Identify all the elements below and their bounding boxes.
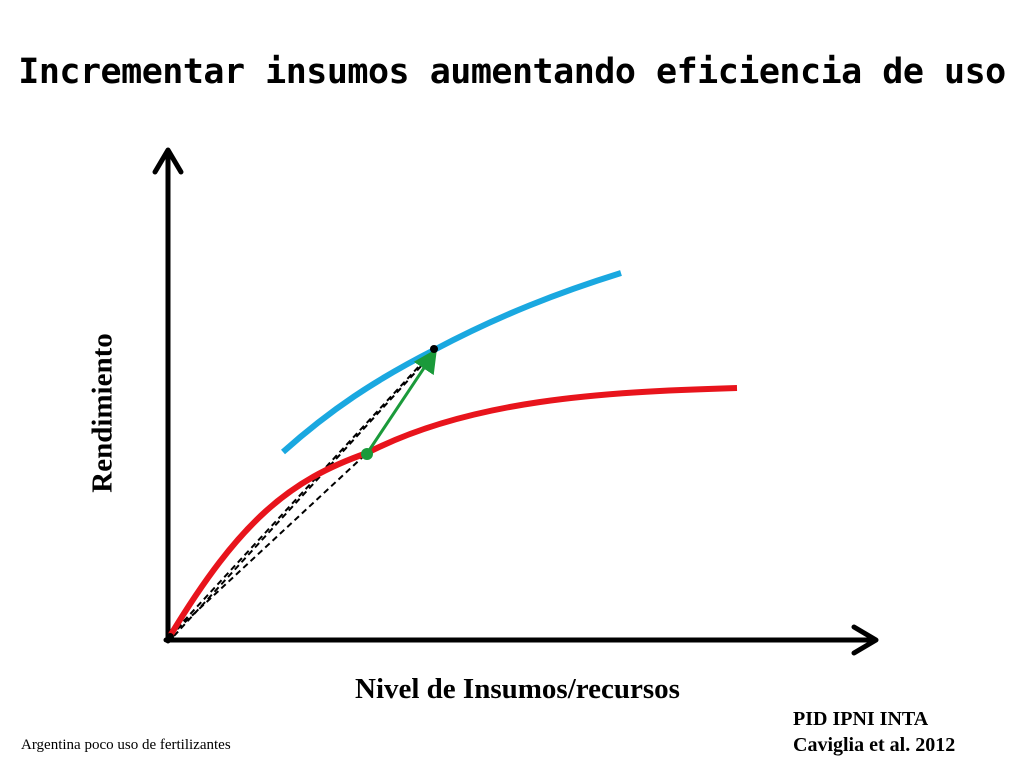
dashed-line-to-blue-point-2 [173, 351, 435, 637]
credit-line-2: Caviglia et al. 2012 [793, 734, 956, 756]
x-axis-arrowhead [851, 624, 879, 656]
red-curve-point [361, 448, 373, 460]
blue-curve-point [430, 345, 438, 353]
x-axis-label: Nivel de Insumos/recursos [355, 673, 680, 705]
green-efficiency-arrow [366, 348, 437, 453]
credit-line-1: PID IPNI INTA [793, 708, 929, 730]
blue-response-curve [281, 270, 622, 455]
origin-point [166, 633, 174, 641]
footnote: Argentina poco uso de fertilizantes [21, 737, 231, 753]
y-axis-label: Rendimiento [86, 333, 119, 493]
dashed-line-to-red-point [169, 452, 368, 637]
y-axis-arrowhead [152, 147, 184, 175]
page-title: Incrementar insumos aumentando eficienci… [18, 52, 1006, 92]
dashed-line-to-blue-point [169, 349, 435, 637]
red-response-curve [167, 385, 738, 638]
